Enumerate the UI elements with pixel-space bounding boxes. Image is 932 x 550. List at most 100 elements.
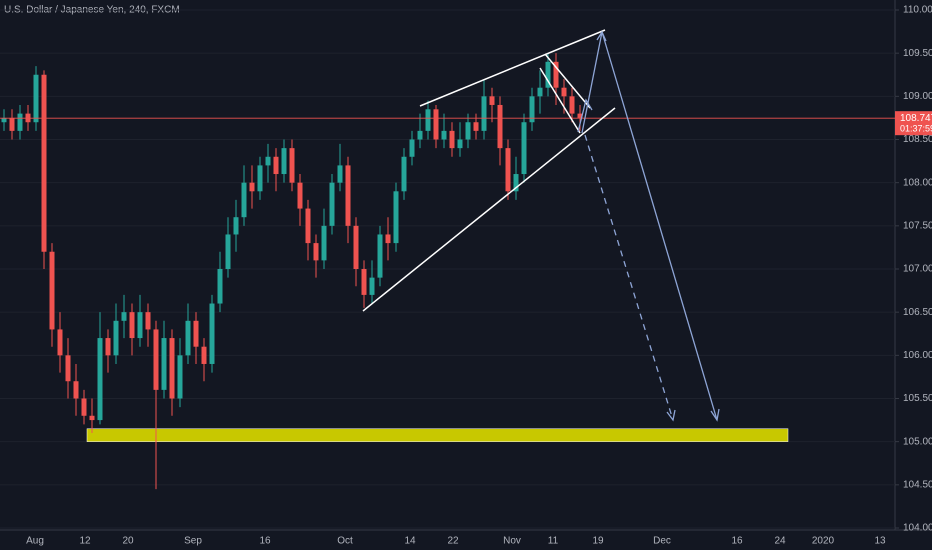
y-tick-label: 110.000 [903,5,932,16]
candle-body [73,381,79,399]
x-tick-label: 12 [79,536,91,547]
x-tick-label: 13 [874,536,886,547]
candle-body [177,355,183,399]
candle-body [241,182,247,218]
candle-body [81,398,87,416]
candle-body [121,312,127,321]
y-tick-label: 108.500 [903,134,932,145]
flag-line [544,53,591,109]
candle-body [385,234,391,244]
candle-body [337,165,343,183]
candle-body [497,104,503,149]
candle-body [41,74,47,252]
last-price-box [895,111,932,136]
candle-body [225,234,231,269]
candle-body [129,312,135,339]
candle-body [249,182,255,192]
candle-body [377,234,383,278]
x-tick-label: 16 [731,536,743,547]
candle-body [329,182,335,226]
candle-body [153,329,159,390]
candle-body [105,338,111,356]
x-tick-label: 24 [774,536,786,547]
candle-body [481,96,487,131]
candle-body [401,156,407,192]
candle-body [201,346,207,364]
candle-body [169,338,175,399]
candle-body [65,355,71,382]
drawings [362,29,720,422]
x-tick-label: 11 [548,536,559,547]
candle-body [345,165,351,226]
candle-body [313,243,319,261]
candle-body [233,217,239,235]
candle-body [217,269,223,304]
x-tick-label: 14 [404,536,416,547]
x-tick-label: 19 [592,536,604,547]
candle-body [553,61,559,88]
candle-body [137,312,143,339]
support-zone [86,428,789,442]
candle-body [577,113,583,118]
candle-body [545,61,551,88]
candle-body [89,415,95,421]
candle-body [17,113,23,131]
candle-body [465,122,471,140]
candle-body [9,117,15,131]
candle-body [321,225,327,261]
candle-body [529,96,535,123]
candle-body [193,320,199,347]
x-tick-label: 16 [259,536,271,547]
candle-body [273,156,279,175]
candle-body [505,148,511,192]
arrow-head [596,30,607,42]
candle-body [433,109,439,140]
candle-body [265,156,271,166]
candle-body [97,338,103,421]
candle-body [521,122,527,175]
candle-body [489,96,495,105]
candle-body [369,277,375,295]
candle-body [209,303,215,364]
candle-body [113,320,119,356]
candle-body [361,269,367,295]
candle-body [33,74,39,123]
arrow-head [666,409,676,422]
y-tick-label: 106.000 [903,350,932,361]
candle-body [281,148,287,175]
candle-body [417,130,423,140]
y-tick-label: 104.500 [903,479,932,490]
x-tick-label: Nov [503,536,521,547]
y-tick-label: 108.000 [903,177,932,188]
x-tick-label: 20 [122,536,134,547]
x-tick-label: 2020 [812,536,835,547]
x-tick-label: Aug [26,536,44,547]
candle-body [305,208,311,244]
candle-body [289,148,295,183]
arrow-head [710,408,720,422]
candle-body [409,139,415,157]
candle-body [441,130,447,140]
candle-body [161,338,167,390]
candle-body [257,165,263,192]
last-price-label: 108.747 [900,113,932,124]
candle-body [49,251,55,330]
y-tick-label: 105.500 [903,393,932,404]
candle-body [1,117,7,123]
candle-body [425,109,431,131]
x-tick-label: Oct [337,536,353,547]
candle-body [393,191,399,244]
y-tick-label: 107.000 [903,264,932,275]
countdown-label: 01:37:59 [900,124,932,134]
x-tick-label: Dec [653,536,671,547]
candle-body [185,320,191,356]
y-tick-label: 109.500 [903,48,932,59]
flag-line [539,67,581,134]
candle-body [569,96,575,114]
trend-line [419,29,606,107]
candle-body [561,87,567,97]
y-tick-label: 105.000 [903,436,932,447]
candle-body [353,225,359,269]
